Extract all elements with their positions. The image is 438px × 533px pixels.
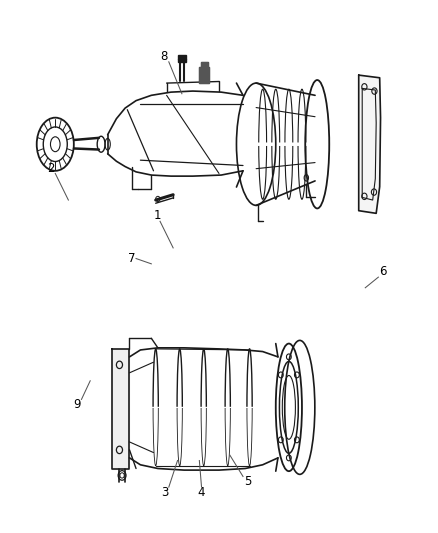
Text: 5: 5 — [244, 475, 251, 488]
Text: 8: 8 — [161, 50, 168, 63]
Text: 2: 2 — [47, 161, 55, 175]
Text: 7: 7 — [128, 252, 135, 265]
Polygon shape — [199, 62, 209, 83]
Polygon shape — [359, 75, 381, 213]
Text: 6: 6 — [379, 265, 386, 278]
Text: 9: 9 — [73, 398, 81, 411]
Polygon shape — [112, 349, 130, 469]
Text: 3: 3 — [161, 486, 168, 499]
Text: 4: 4 — [198, 486, 205, 499]
Bar — [177, 55, 186, 62]
Text: 1: 1 — [154, 209, 162, 222]
